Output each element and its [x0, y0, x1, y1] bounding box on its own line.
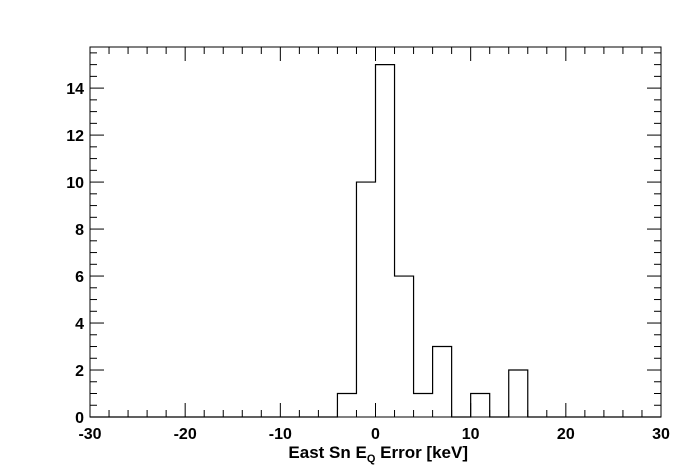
x-tick-labels: -30 -20 -10 0 10 20 30	[78, 426, 670, 443]
x-tick-label: -20	[174, 426, 197, 443]
x-tick-label: 0	[371, 426, 380, 443]
y-tick-labels: 0 2 4 6 8 10 12 14	[66, 81, 84, 427]
x-tick-label: 20	[557, 426, 575, 443]
x-tick-label: 10	[462, 426, 480, 443]
x-axis-title-main: East Sn E	[288, 443, 366, 462]
x-tick-label: -10	[269, 426, 292, 443]
axis-ticks	[89, 47, 662, 418]
x-tick-label: -30	[78, 426, 101, 443]
x-axis-title: East Sn EQ Error [keV]	[288, 443, 468, 465]
y-tick-label: 8	[75, 222, 84, 239]
y-tick-label: 6	[75, 269, 84, 286]
x-tick-label: 30	[652, 426, 670, 443]
y-tick-label: 10	[66, 175, 84, 192]
y-tick-label: 14	[66, 81, 84, 98]
y-tick-label: 2	[75, 363, 84, 380]
y-tick-label: 0	[75, 410, 84, 427]
y-tick-label: 4	[75, 316, 84, 333]
x-axis-title-rest: Error [keV]	[375, 443, 468, 462]
histogram-series-line	[90, 64, 661, 418]
y-tick-label: 12	[66, 128, 84, 145]
x-axis-title-subscript: Q	[367, 453, 376, 465]
